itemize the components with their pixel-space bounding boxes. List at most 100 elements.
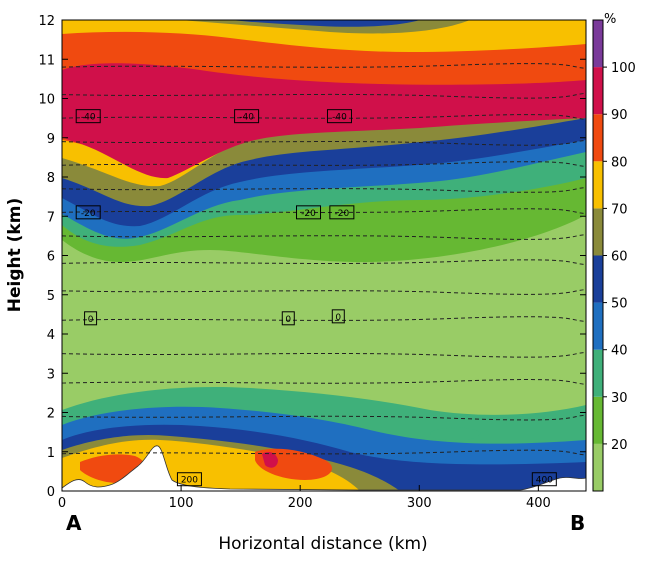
isotherm-line xyxy=(61,379,587,385)
isotherm-line xyxy=(61,161,587,167)
endpoint-b-label: B xyxy=(570,511,585,535)
y-tick-label: 5 xyxy=(47,289,55,304)
contour-label: -20 xyxy=(296,205,322,220)
contour-label-text: 0 xyxy=(335,313,341,323)
contour-label-box xyxy=(326,109,352,124)
contour-label: 200 xyxy=(176,472,202,487)
colorbar-segment xyxy=(593,255,603,303)
colorbar-segment xyxy=(593,396,603,444)
isotherm-line xyxy=(61,234,587,240)
contour-label-box xyxy=(329,205,355,220)
contour-label-box xyxy=(234,109,260,124)
colorbar-segment xyxy=(593,67,603,115)
colorbar-unit-label: % xyxy=(604,12,616,27)
colorbar-tick-label: 80 xyxy=(611,155,628,170)
isotherm-line xyxy=(61,63,587,69)
y-tick-label: 1 xyxy=(47,446,55,461)
contour-label-box xyxy=(531,472,557,487)
y-tick-label: 10 xyxy=(38,93,55,108)
contour-label-text: -40 xyxy=(332,113,347,123)
contour-label: -40 xyxy=(326,109,352,124)
contour-label-text: -20 xyxy=(81,209,96,219)
isotherm-line xyxy=(61,92,587,99)
contour-label-text: 200 xyxy=(181,476,198,486)
isotherm-line xyxy=(61,259,587,266)
rh-band-fill xyxy=(430,427,481,441)
contour-label: -20 xyxy=(329,205,355,220)
colorbar-segment xyxy=(593,443,603,491)
contour-label-box xyxy=(331,309,345,324)
contour-label: 0 xyxy=(84,311,98,326)
colorbar-tick-label: 70 xyxy=(611,202,628,217)
colorbar-segment xyxy=(593,114,603,162)
contour-label: 0 xyxy=(281,311,295,326)
contour-label-box xyxy=(281,311,295,326)
contour-label-box xyxy=(296,205,322,220)
contour-label-text: -20 xyxy=(335,209,350,219)
contour-label-box xyxy=(176,472,202,487)
isotherm-line xyxy=(61,289,587,295)
contour-label: 400 xyxy=(531,472,557,487)
rh-band-fill xyxy=(262,452,278,468)
x-tick-label: 0 xyxy=(58,496,66,511)
contour-label-text: 0 xyxy=(88,315,94,325)
y-tick-label: 0 xyxy=(47,485,55,500)
colorbar-tick-label: 60 xyxy=(611,250,628,265)
colorbar: 20 30 40 50 60 70 80 90 100 xyxy=(592,19,636,492)
isotherm-line xyxy=(61,139,587,146)
isotherm-line xyxy=(61,351,587,358)
rh-band-fill xyxy=(230,20,420,27)
isotherm-line xyxy=(61,449,587,456)
contour-label-text: -40 xyxy=(81,113,96,123)
colorbar-tick-label: 50 xyxy=(611,297,628,312)
endpoint-a-label: A xyxy=(66,511,82,535)
contour-label: -40 xyxy=(75,109,101,124)
x-tick-label: 400 xyxy=(526,496,551,511)
colorbar-tick-label: 20 xyxy=(611,438,628,453)
y-tick-label: 7 xyxy=(47,210,55,225)
x-tick-label: 100 xyxy=(169,496,194,511)
contour-label: -20 xyxy=(75,205,101,220)
y-tick-label: 2 xyxy=(47,407,55,422)
colorbar-segment xyxy=(593,20,603,68)
isotherm-line xyxy=(61,187,587,193)
contour-label-text: 0 xyxy=(285,315,291,325)
x-axis: 0 100 200 300 400 xyxy=(58,485,551,511)
x-tick-label: 300 xyxy=(407,496,432,511)
rh-band-fill xyxy=(62,63,586,179)
colorbar-tick-label: 100 xyxy=(611,61,636,76)
colorbar-segment xyxy=(593,349,603,397)
y-tick-label: 12 xyxy=(38,14,55,29)
contour-label: -40 xyxy=(234,109,260,124)
colorbar-segment xyxy=(593,302,603,350)
y-tick-label: 9 xyxy=(47,132,55,147)
terrain xyxy=(62,445,586,491)
colorbar-tick-label: 40 xyxy=(611,344,628,359)
colorbar-tick-label: 90 xyxy=(611,108,628,123)
isotherm-line xyxy=(61,414,587,421)
colorbar-segment xyxy=(593,208,603,256)
contour-label: 0 xyxy=(331,309,345,324)
contour-labels: -40 -40 -40 -20 -20 -20 0 0 0 200 400 xyxy=(75,109,557,487)
contour-label-text: -40 xyxy=(239,113,254,123)
colorbar-segment xyxy=(593,161,603,209)
contour-label-text: -20 xyxy=(301,209,316,219)
x-axis-label: Horizontal distance (km) xyxy=(218,534,427,554)
rh-band-fill xyxy=(62,20,586,52)
contour-label-box xyxy=(84,311,98,326)
isotherm-line xyxy=(61,114,587,120)
y-tick-label: 6 xyxy=(47,250,55,265)
y-axis-label: Height (km) xyxy=(5,198,25,312)
contour-label-box xyxy=(75,109,101,124)
isotherm-line xyxy=(61,316,587,322)
y-tick-label: 11 xyxy=(38,53,55,68)
isotherm-lines xyxy=(61,63,587,456)
y-tick-label: 3 xyxy=(47,367,55,382)
y-tick-label: 4 xyxy=(47,328,55,343)
contour-label-text: 400 xyxy=(536,476,553,486)
colorbar-tick-label: 30 xyxy=(611,391,628,406)
rh-field xyxy=(62,20,586,491)
y-tick-label: 8 xyxy=(47,171,55,186)
